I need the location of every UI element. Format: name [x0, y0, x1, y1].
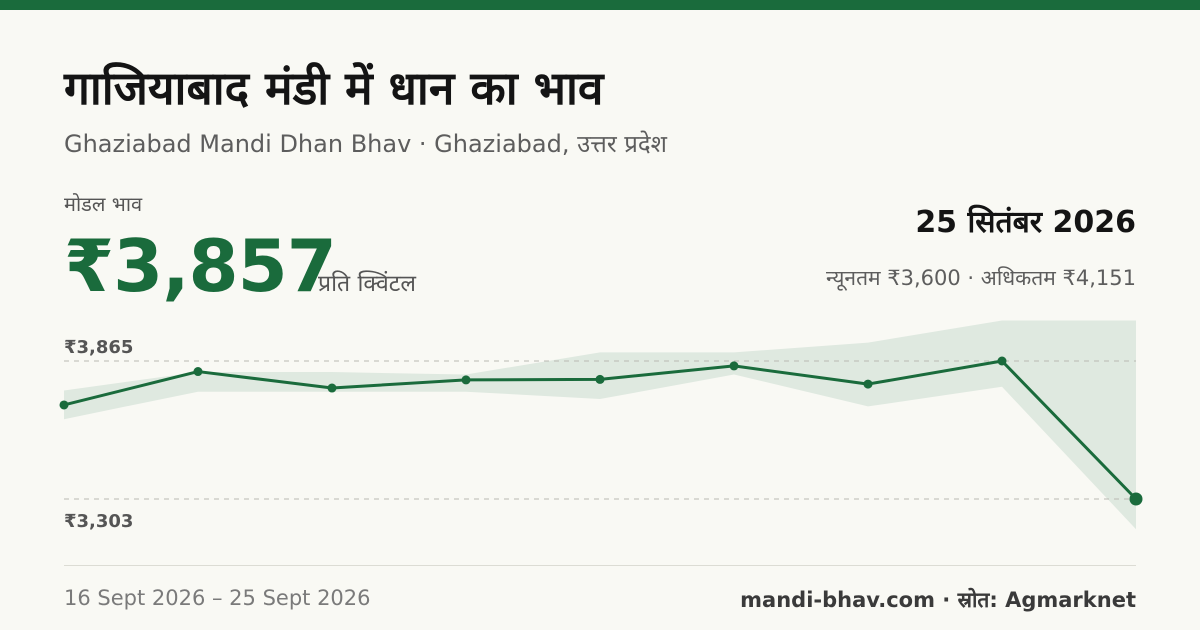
data-point-1 [59, 400, 69, 410]
modal-price-label: मोडल भाव [64, 192, 143, 216]
min-max-band [64, 320, 1136, 530]
data-point-8 [997, 356, 1007, 366]
data-point-7 [863, 379, 873, 389]
reference-label-high: ₹3,865 [64, 337, 133, 358]
modal-price-value: ₹3,857 [64, 224, 337, 308]
date-range: 16 Sept 2026 – 25 Sept 2026 [64, 586, 371, 610]
data-point-2 [193, 367, 203, 377]
page-title: गाजियाबाद मंडी में धान का भाव [64, 61, 604, 115]
footer-divider [64, 565, 1136, 566]
page-subtitle: Ghaziabad Mandi Dhan Bhav · Ghaziabad, उ… [64, 130, 667, 158]
min-max-price: न्यूनतम ₹3,600 · अधिकतम ₹4,151 [826, 266, 1136, 290]
price-unit: प्रति क्विंटल [318, 271, 416, 297]
data-point-4 [461, 375, 471, 385]
source-credit: mandi-bhav.com · स्रोत: Agmarknet [740, 588, 1136, 612]
data-point-5 [595, 374, 605, 384]
data-point-6 [729, 361, 739, 371]
data-point-3 [327, 383, 337, 393]
data-point-9 [1129, 492, 1143, 506]
price-date: 25 सितंबर 2026 [915, 205, 1136, 240]
top-accent-bar [0, 0, 1200, 10]
reference-label-low: ₹3,303 [64, 511, 133, 532]
